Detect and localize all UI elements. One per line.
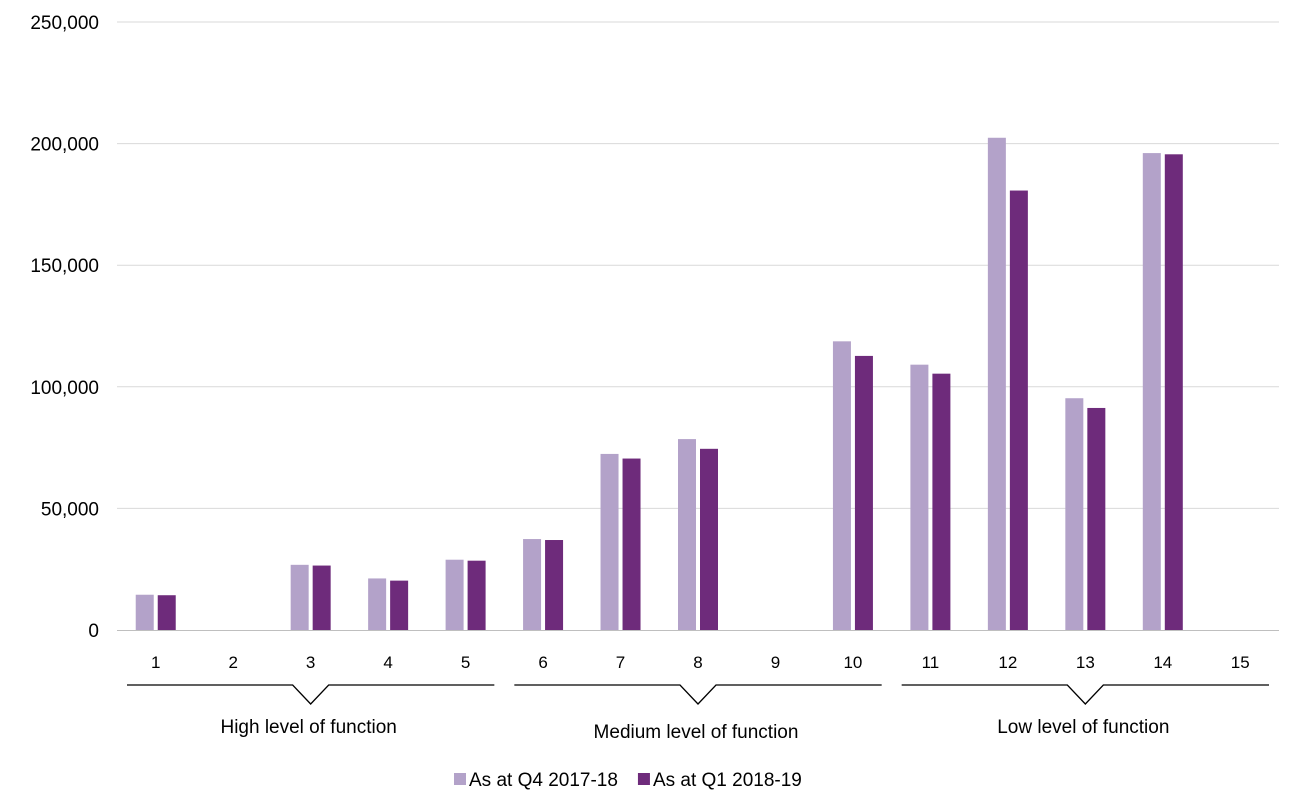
bar — [545, 540, 564, 630]
x-tick-label: 5 — [461, 653, 470, 672]
bar — [910, 364, 929, 630]
y-tick-label: 50,000 — [41, 499, 99, 520]
bar — [1164, 154, 1183, 631]
bar — [523, 539, 542, 630]
x-axis-tick-labels: 1 2 3 4 5 6 7 8 9 10 11 12 13 14 15 — [151, 653, 1250, 672]
x-tick-label: 4 — [383, 653, 392, 672]
bar — [290, 564, 309, 630]
bar — [157, 595, 176, 630]
legend-label: As at Q4 2017-18 — [469, 770, 618, 791]
bar — [368, 578, 387, 630]
y-axis-tick-labels: 0 50,000 100,000 150,000 200,000 250,000 — [30, 13, 99, 642]
y-tick-label: 0 — [88, 621, 99, 642]
group-bracket — [901, 684, 1269, 705]
bar — [1065, 398, 1084, 630]
group-label: Medium level of function — [594, 722, 799, 743]
bar — [678, 439, 696, 630]
bar — [987, 137, 1006, 631]
x-tick-label: 14 — [1153, 653, 1172, 672]
group-bracket — [514, 684, 882, 705]
group-label: Low level of function — [997, 717, 1169, 738]
x-tick-label: 15 — [1231, 653, 1250, 672]
bar — [932, 373, 951, 630]
bar — [700, 448, 718, 630]
bar — [1142, 153, 1161, 631]
x-tick-label: 6 — [538, 653, 547, 672]
gridlines — [117, 21, 1279, 509]
bar — [1009, 190, 1028, 630]
bar — [622, 458, 641, 630]
bar — [467, 560, 486, 630]
bar — [135, 594, 154, 630]
group-label: High level of function — [220, 717, 396, 738]
x-tick-label: 8 — [693, 653, 702, 672]
y-tick-label: 250,000 — [30, 13, 99, 34]
x-tick-label: 10 — [843, 653, 862, 672]
x-tick-label: 3 — [306, 653, 315, 672]
y-tick-label: 150,000 — [30, 256, 99, 277]
x-tick-label: 13 — [1076, 653, 1095, 672]
x-tick-label: 2 — [228, 653, 237, 672]
legend: As at Q4 2017-18 As at Q1 2018-19 — [454, 770, 802, 791]
x-tick-label: 11 — [922, 653, 940, 672]
x-tick-label: 7 — [616, 653, 625, 672]
legend-swatch — [637, 773, 650, 785]
legend-swatch — [454, 773, 466, 785]
bar — [1087, 407, 1106, 630]
category-group-brackets: High level of function Medium level of fu… — [127, 684, 1269, 743]
x-tick-label: 12 — [998, 653, 1017, 672]
y-tick-label: 200,000 — [30, 135, 99, 156]
x-tick-label: 1 — [151, 653, 160, 672]
bar — [854, 355, 873, 630]
legend-label: As at Q1 2018-19 — [653, 770, 802, 791]
x-tick-label: 9 — [771, 653, 780, 672]
bar — [312, 565, 331, 630]
bar — [832, 341, 851, 630]
group-bracket — [127, 684, 495, 705]
bar — [390, 580, 409, 630]
y-tick-label: 100,000 — [30, 378, 99, 399]
bar — [600, 453, 619, 630]
bars — [135, 137, 1183, 631]
bar — [445, 559, 464, 630]
